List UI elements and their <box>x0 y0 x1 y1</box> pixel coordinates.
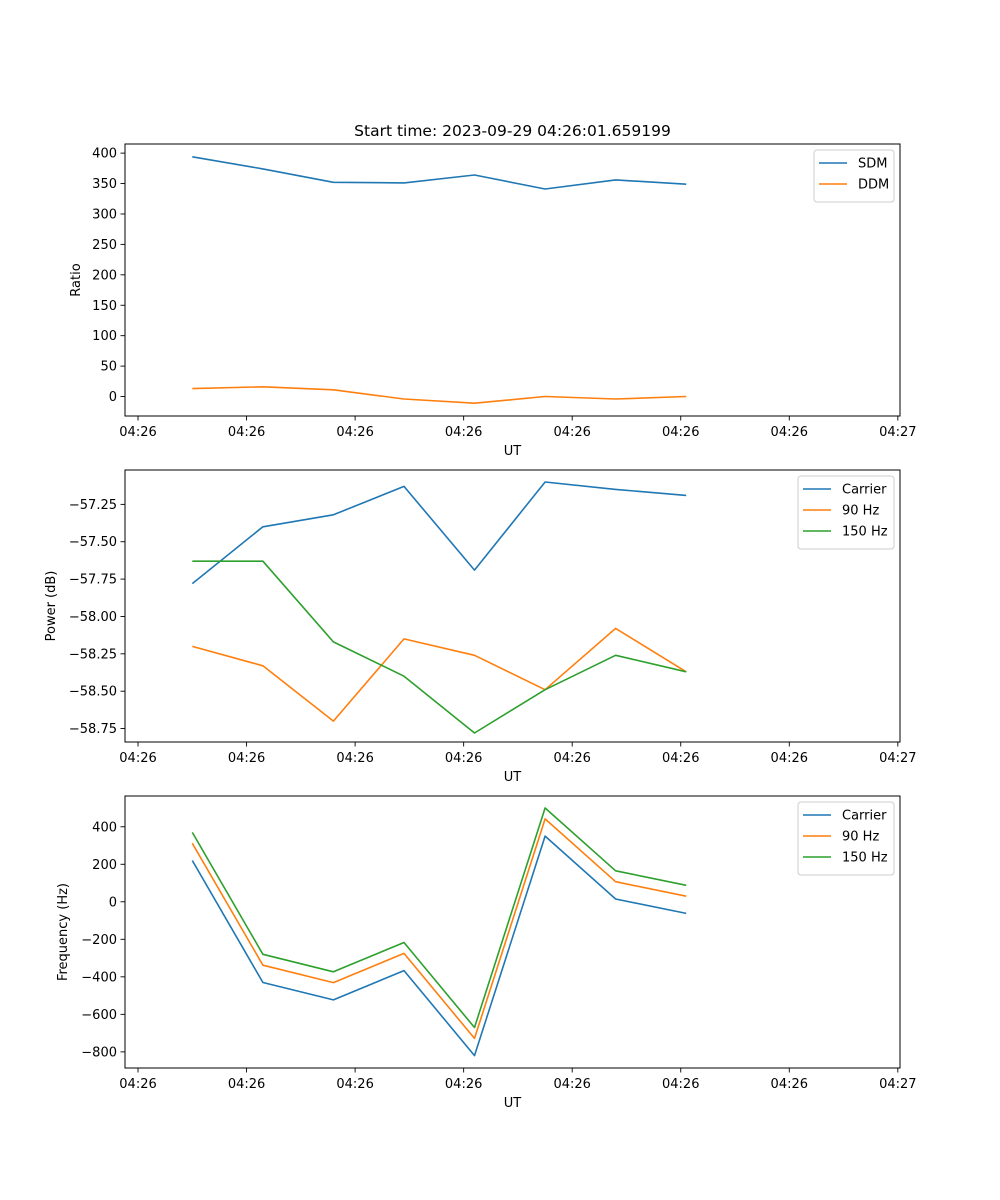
legend-label: 90 Hz <box>842 504 879 519</box>
legend-label: SDM <box>858 157 887 172</box>
x-tick-label: 04:26 <box>662 751 699 766</box>
series-line-90-hz <box>191 818 687 1040</box>
x-tick-label: 04:26 <box>662 425 699 440</box>
series-line-150-hz <box>191 807 687 1029</box>
x-tick-label: 04:26 <box>553 425 590 440</box>
x-tick-label: 04:27 <box>879 425 916 440</box>
legend-label: 150 Hz <box>842 525 888 540</box>
x-tick-label: 04:27 <box>879 751 916 766</box>
x-tick-label: 04:26 <box>662 1077 699 1092</box>
series-line-ddm <box>192 385 687 405</box>
x-axis-label: UT <box>504 770 522 785</box>
x-axis-label: UT <box>504 444 522 459</box>
y-tick-label: 0 <box>109 390 117 405</box>
series-line-90-hz <box>192 627 687 722</box>
x-tick-label: 04:26 <box>336 425 373 440</box>
axes-frame <box>124 143 901 417</box>
legend-label: 90 Hz <box>842 830 879 845</box>
y-axis-label: Power (dB) <box>44 571 59 642</box>
y-tick-label: 250 <box>92 238 117 253</box>
x-tick-label: 04:26 <box>445 751 482 766</box>
y-tick-label: −57.75 <box>69 573 117 588</box>
y-tick-label: 50 <box>100 360 117 375</box>
x-tick-label: 04:26 <box>119 425 156 440</box>
y-axis-label: Frequency (Hz) <box>56 883 71 981</box>
series-line-carrier <box>191 481 687 585</box>
x-tick-label: 04:26 <box>445 425 482 440</box>
legend-label: 150 Hz <box>842 851 888 866</box>
legend-label: Carrier <box>842 809 887 824</box>
y-tick-label: −58.25 <box>69 647 117 662</box>
legend-label: DDM <box>858 178 889 193</box>
y-axis-label: Ratio <box>69 263 84 296</box>
y-tick-label: 300 <box>92 207 117 222</box>
figure-title: Start time: 2023-09-29 04:26:01.659199 <box>354 122 671 140</box>
x-tick-label: 04:26 <box>553 751 590 766</box>
legend: Carrier 90 Hz 150 Hz <box>797 475 895 550</box>
y-tick-label: 200 <box>92 858 117 873</box>
y-tick-label: −400 <box>81 970 117 985</box>
legend-label: Carrier <box>842 483 887 498</box>
y-tick-label: 400 <box>92 820 117 835</box>
y-tick-label: −58.75 <box>69 722 117 737</box>
x-tick-label: 04:26 <box>228 751 265 766</box>
y-tick-label: 350 <box>92 177 117 192</box>
subplot-1: 04:26 04:26 04:26 04:26 04:26 04:26 04:26 04:27… <box>69 143 917 459</box>
x-tick-label: 04:26 <box>771 751 808 766</box>
y-tick-label: −58.00 <box>69 610 117 625</box>
x-tick-label: 04:27 <box>879 1077 916 1092</box>
legend: SDM DDM <box>813 149 895 203</box>
x-tick-label: 04:26 <box>771 1077 808 1092</box>
y-tick-label: −800 <box>81 1045 117 1060</box>
x-axis-label: UT <box>504 1096 522 1111</box>
y-tick-label: 150 <box>92 299 117 314</box>
subplot-2: 04:26 04:26 04:26 04:26 04:26 04:26 04:26 04:27… <box>44 469 917 785</box>
y-tick-label: −57.25 <box>69 498 117 513</box>
y-tick-label: −600 <box>81 1008 117 1023</box>
x-tick-label: 04:26 <box>228 425 265 440</box>
x-tick-label: 04:26 <box>119 751 156 766</box>
x-tick-label: 04:26 <box>228 1077 265 1092</box>
axes-frame <box>124 469 901 743</box>
axes-frame <box>124 795 901 1069</box>
subplot-3: 04:26 04:26 04:26 04:26 04:26 04:26 04:26 04:27… <box>56 795 917 1111</box>
x-tick-label: 04:26 <box>445 1077 482 1092</box>
plots-container: 04:26 04:26 04:26 04:26 04:26 04:26 04:26 04:27… <box>44 143 917 1111</box>
y-tick-label: −57.50 <box>69 535 117 550</box>
y-tick-label: 400 <box>92 147 117 162</box>
legend: Carrier 90 Hz 150 Hz <box>797 801 895 876</box>
x-tick-label: 04:26 <box>771 425 808 440</box>
series-line-carrier <box>191 835 687 1057</box>
y-tick-label: 0 <box>109 895 117 910</box>
series-line-sdm <box>192 156 687 190</box>
y-tick-label: −200 <box>81 933 117 948</box>
y-tick-label: 200 <box>92 268 117 283</box>
series-line-150-hz <box>192 560 687 734</box>
x-tick-label: 04:26 <box>119 1077 156 1092</box>
y-tick-label: −58.50 <box>69 685 117 700</box>
x-tick-label: 04:26 <box>336 751 373 766</box>
y-tick-label: 100 <box>92 329 117 344</box>
x-tick-label: 04:26 <box>553 1077 590 1092</box>
x-tick-label: 04:26 <box>336 1077 373 1092</box>
